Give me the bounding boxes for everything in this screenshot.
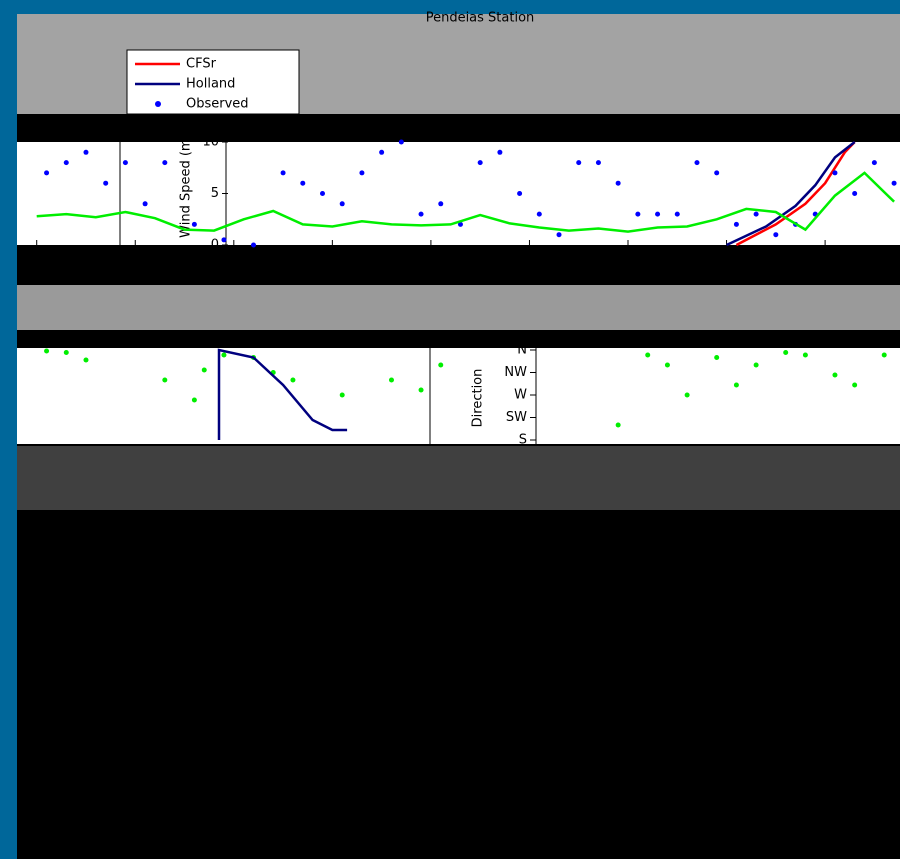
- data-point: [852, 191, 857, 196]
- data-point: [635, 212, 640, 217]
- data-point: [359, 170, 364, 175]
- data-point: [64, 350, 69, 355]
- data-point: [389, 378, 394, 383]
- data-point: [832, 373, 837, 378]
- legend-swatch: [155, 101, 161, 107]
- data-point: [103, 181, 108, 186]
- data-point: [399, 140, 404, 145]
- data-point: [83, 358, 88, 363]
- x-tick-label: 19/00: [806, 258, 843, 273]
- data-point: [655, 212, 660, 217]
- data-point: [576, 160, 581, 165]
- data-point: [892, 181, 897, 186]
- data-point: [281, 170, 286, 175]
- x-tick-label: 24/00: [412, 258, 449, 273]
- data-point: [478, 160, 483, 165]
- data-point: [714, 170, 719, 175]
- data-point: [882, 353, 887, 358]
- y-tick-label: NW: [504, 365, 527, 380]
- y-tick-label: 0: [211, 238, 219, 253]
- data-point: [300, 181, 305, 186]
- x-tick-label: 23/00: [314, 258, 351, 273]
- data-point: [773, 232, 778, 237]
- data-point: [694, 160, 699, 165]
- data-point: [685, 393, 690, 398]
- data-point: [221, 353, 226, 358]
- data-point: [290, 378, 295, 383]
- data-point: [340, 201, 345, 206]
- y-tick-label: 10: [202, 135, 219, 150]
- legend-label: CFSr: [186, 57, 217, 72]
- data-point: [44, 170, 49, 175]
- data-point: [143, 201, 148, 206]
- data-point: [251, 243, 256, 248]
- data-point: [379, 150, 384, 155]
- data-point: [192, 398, 197, 403]
- data-point: [202, 368, 207, 373]
- data-point: [645, 353, 650, 358]
- y-tick-label: SW: [506, 410, 527, 425]
- data-point: [872, 160, 877, 165]
- middle-band: [17, 285, 900, 330]
- data-point: [44, 349, 49, 354]
- y-tick-label: W: [514, 388, 527, 403]
- data-point: [754, 363, 759, 368]
- data-point: [852, 383, 857, 388]
- data-point: [734, 383, 739, 388]
- data-point: [537, 212, 542, 217]
- legend-label: Observed: [186, 97, 249, 112]
- data-point: [616, 423, 621, 428]
- legend-label: Holland: [186, 77, 235, 92]
- noise-band: [17, 446, 900, 510]
- x-tick-label: 20/00: [18, 258, 55, 273]
- data-point: [675, 212, 680, 217]
- direction-panel: [17, 348, 900, 444]
- data-point: [497, 150, 502, 155]
- data-point: [123, 160, 128, 165]
- data-point: [64, 160, 69, 165]
- data-point: [517, 191, 522, 196]
- chart-canvas: Pendeias Station Wind Speed (m/s) Direct…: [0, 0, 900, 859]
- data-point: [783, 350, 788, 355]
- screenshot: Pendeias Station Wind Speed (m/s) Direct…: [0, 0, 900, 859]
- x-tick-label: 16/00: [511, 258, 548, 273]
- data-point: [162, 160, 167, 165]
- data-point: [162, 378, 167, 383]
- x-tick-label: 17/00: [609, 258, 646, 273]
- y-tick-label: N: [517, 343, 527, 358]
- data-point: [83, 150, 88, 155]
- data-point: [557, 232, 562, 237]
- data-point: [419, 388, 424, 393]
- x-tick-label: 18/00: [708, 258, 745, 273]
- y-tick-label: S: [519, 433, 527, 448]
- data-point: [340, 393, 345, 398]
- data-point: [714, 355, 719, 360]
- data-point: [596, 160, 601, 165]
- data-point: [803, 353, 808, 358]
- data-point: [438, 363, 443, 368]
- data-point: [320, 191, 325, 196]
- data-point: [438, 201, 443, 206]
- x-tick-label: 22/00: [215, 258, 252, 273]
- y-axis-label: Direction: [471, 369, 486, 428]
- data-point: [616, 181, 621, 186]
- data-point: [419, 212, 424, 217]
- x-tick-label: 21/00: [117, 258, 154, 273]
- data-point: [221, 237, 226, 242]
- data-point: [832, 170, 837, 175]
- data-point: [754, 212, 759, 217]
- y-axis-label: Wind Speed (m/s): [179, 122, 194, 238]
- data-point: [665, 363, 670, 368]
- y-tick-label: 5: [211, 186, 219, 201]
- chart-title: Pendeias Station: [426, 11, 535, 26]
- data-point: [734, 222, 739, 227]
- data-point: [192, 222, 197, 227]
